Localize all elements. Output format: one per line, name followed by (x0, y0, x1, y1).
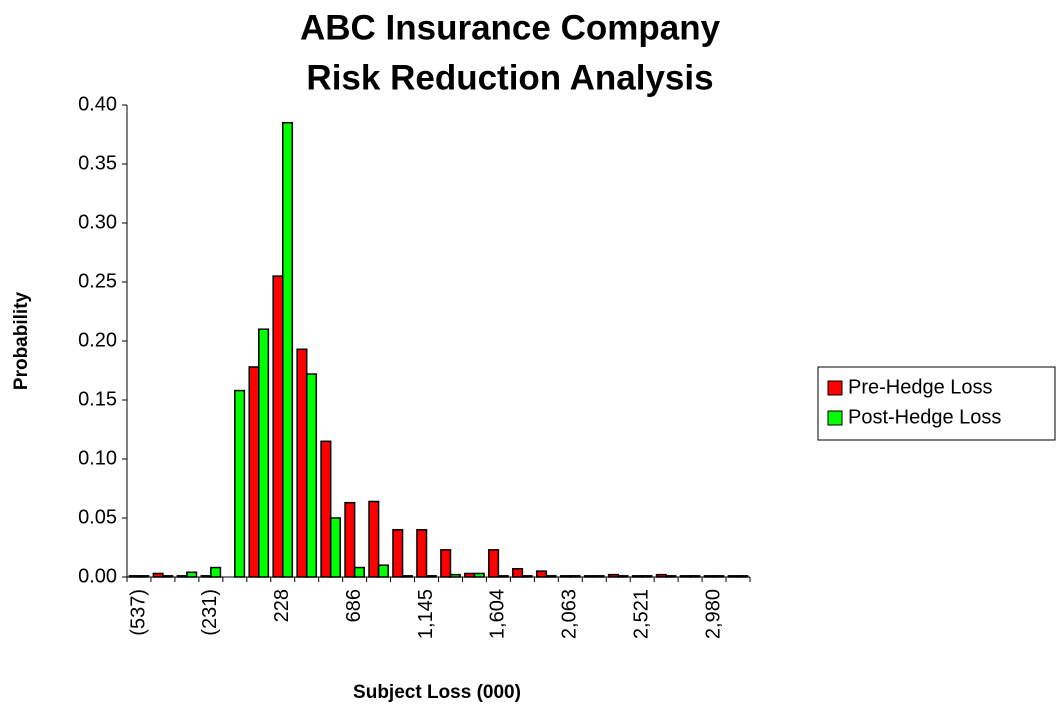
y-tick-label: 0.10 (78, 447, 117, 469)
y-tick-label: 0.25 (78, 270, 117, 292)
x-tick-label: 2,980 (702, 589, 724, 639)
x-tick-label: 2,063 (559, 589, 581, 639)
x-tick-label: 1,604 (487, 589, 509, 639)
bar (464, 572, 476, 578)
bar (296, 348, 308, 578)
x-tick-label: 2,521 (630, 589, 652, 639)
y-tick-label: 0.15 (78, 388, 117, 410)
chart-title: Risk Reduction Analysis (306, 58, 713, 97)
legend-swatch (827, 410, 843, 426)
bar (512, 567, 524, 578)
y-tick-label: 0.05 (78, 506, 117, 528)
bar (152, 572, 164, 578)
legend-label: Post-Hedge Loss (848, 406, 1001, 428)
bar (488, 549, 500, 578)
bar (305, 373, 318, 578)
bar (440, 549, 452, 578)
bar (272, 275, 284, 578)
bar (329, 517, 342, 578)
x-axis-label: Subject Loss (000) (353, 682, 521, 703)
bar (248, 366, 260, 578)
x-tick-label: (231) (199, 589, 221, 636)
legend-label: Pre-Hedge Loss (848, 376, 993, 398)
x-tick-label: 1,145 (415, 589, 437, 639)
bar (282, 121, 294, 578)
legend-swatch (827, 380, 843, 396)
bar (210, 566, 222, 578)
bar (234, 389, 246, 578)
bar (353, 566, 365, 578)
x-tick-label: (537) (127, 589, 149, 636)
chart-title: ABC Insurance Company (300, 8, 721, 47)
y-tick-label: 0.00 (78, 565, 117, 587)
bar (368, 500, 380, 578)
y-axis-label: Probability (11, 291, 32, 390)
bar (344, 501, 356, 578)
bar (377, 564, 389, 578)
bar (186, 571, 198, 578)
y-tick-label: 0.20 (78, 329, 117, 351)
bar (473, 572, 485, 578)
x-tick-label: 228 (271, 589, 293, 622)
y-tick-label: 0.40 (78, 93, 117, 115)
y-tick-label: 0.30 (78, 211, 117, 233)
bar (535, 570, 548, 578)
x-tick-label: 686 (343, 589, 365, 622)
bar (320, 440, 332, 578)
bar (416, 529, 428, 578)
bar (258, 328, 270, 578)
y-tick-label: 0.35 (78, 152, 117, 174)
bar (392, 529, 404, 578)
legend-box (817, 366, 1056, 441)
